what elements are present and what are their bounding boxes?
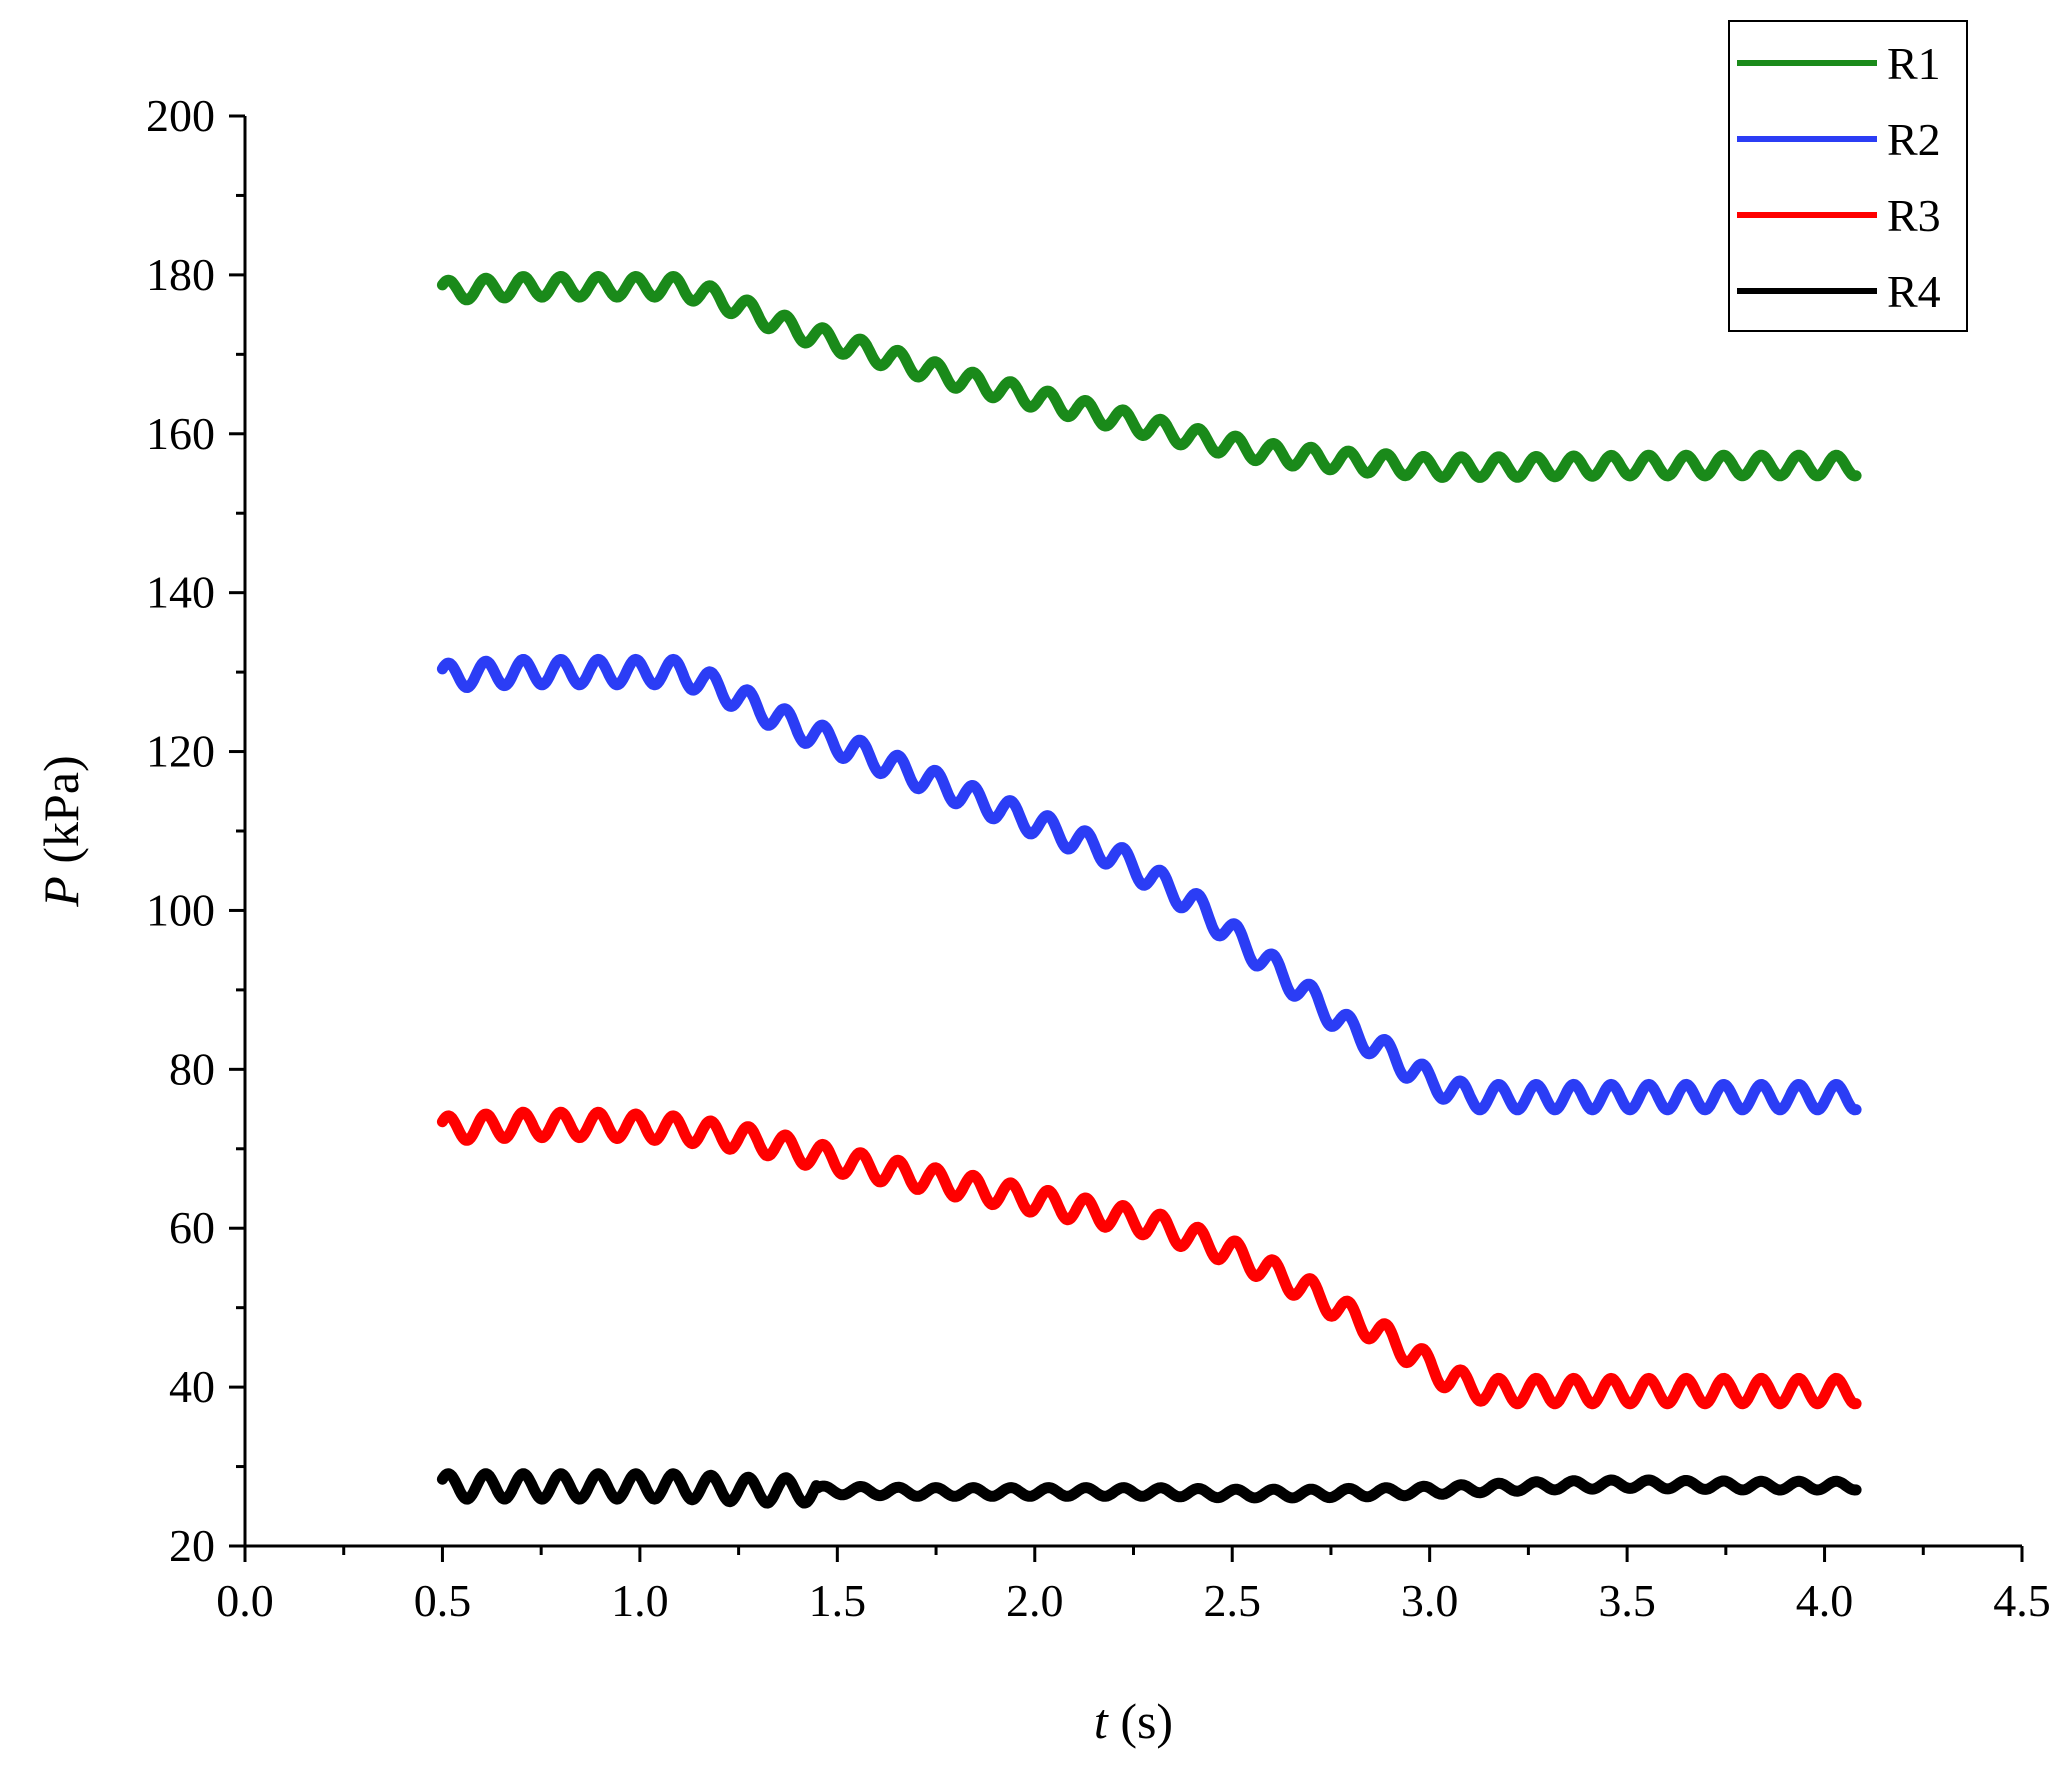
y-tick-label: 180 — [146, 249, 215, 300]
y-tick-label: 120 — [146, 726, 215, 777]
y-tick-label: 40 — [169, 1361, 215, 1412]
x-tick-label: 3.0 — [1401, 1575, 1459, 1626]
series-line-r1 — [436, 271, 1862, 483]
x-tick-label: 0.0 — [216, 1575, 274, 1626]
y-tick-label: 60 — [169, 1202, 215, 1253]
y-axis-title: P (kPa) — [33, 755, 89, 907]
y-tick-label: 160 — [146, 408, 215, 459]
y-tick-label: 200 — [146, 90, 215, 141]
y-tick-label: 80 — [169, 1043, 215, 1094]
y-axis-title-symbol: P — [33, 876, 89, 908]
legend-label: R2 — [1887, 114, 1941, 165]
series-line-r2 — [436, 653, 1862, 1116]
legend: R1 R2 R3 R4 — [1728, 20, 1968, 332]
y-tick-label: 20 — [169, 1520, 215, 1571]
x-tick-label: 0.5 — [414, 1575, 472, 1626]
legend-label: R1 — [1887, 38, 1941, 89]
x-tick-label: 4.5 — [1993, 1575, 2051, 1626]
y-ticks: 20 40 60 80 100 120 140 160 180 200 — [146, 90, 245, 1571]
legend-box — [1728, 20, 1968, 332]
legend-label: R4 — [1887, 266, 1941, 317]
legend-items: R1 R2 R3 R4 — [1737, 38, 1941, 317]
x-axis-title-symbol: t — [1094, 1693, 1109, 1749]
x-ticks: 0.0 0.5 1.0 1.5 2.0 2.5 3.0 3.5 4.0 4.5 — [216, 1546, 2051, 1626]
legend-item-r2: R2 — [1737, 114, 1941, 165]
x-tick-label: 2.5 — [1203, 1575, 1261, 1626]
y-tick-label: 140 — [146, 567, 215, 618]
series-layer — [436, 271, 1862, 1509]
legend-item-r4: R4 — [1737, 266, 1941, 317]
legend-label: R3 — [1887, 190, 1941, 241]
series-line-r3 — [436, 1106, 1862, 1410]
x-axis-title-unit: (s) — [1108, 1693, 1173, 1749]
x-tick-label: 2.0 — [1006, 1575, 1064, 1626]
series-line-r4 — [436, 1468, 1862, 1509]
y-axis-title-unit: (kPa) — [33, 755, 89, 876]
x-tick-label: 4.0 — [1796, 1575, 1854, 1626]
legend-item-r1: R1 — [1737, 38, 1941, 89]
x-tick-label: 3.5 — [1598, 1575, 1656, 1626]
legend-item-r3: R3 — [1737, 190, 1941, 241]
x-axis-title: t (s) — [1094, 1693, 1173, 1749]
x-tick-label: 1.0 — [611, 1575, 669, 1626]
x-tick-label: 1.5 — [809, 1575, 867, 1626]
y-tick-label: 100 — [146, 884, 215, 935]
